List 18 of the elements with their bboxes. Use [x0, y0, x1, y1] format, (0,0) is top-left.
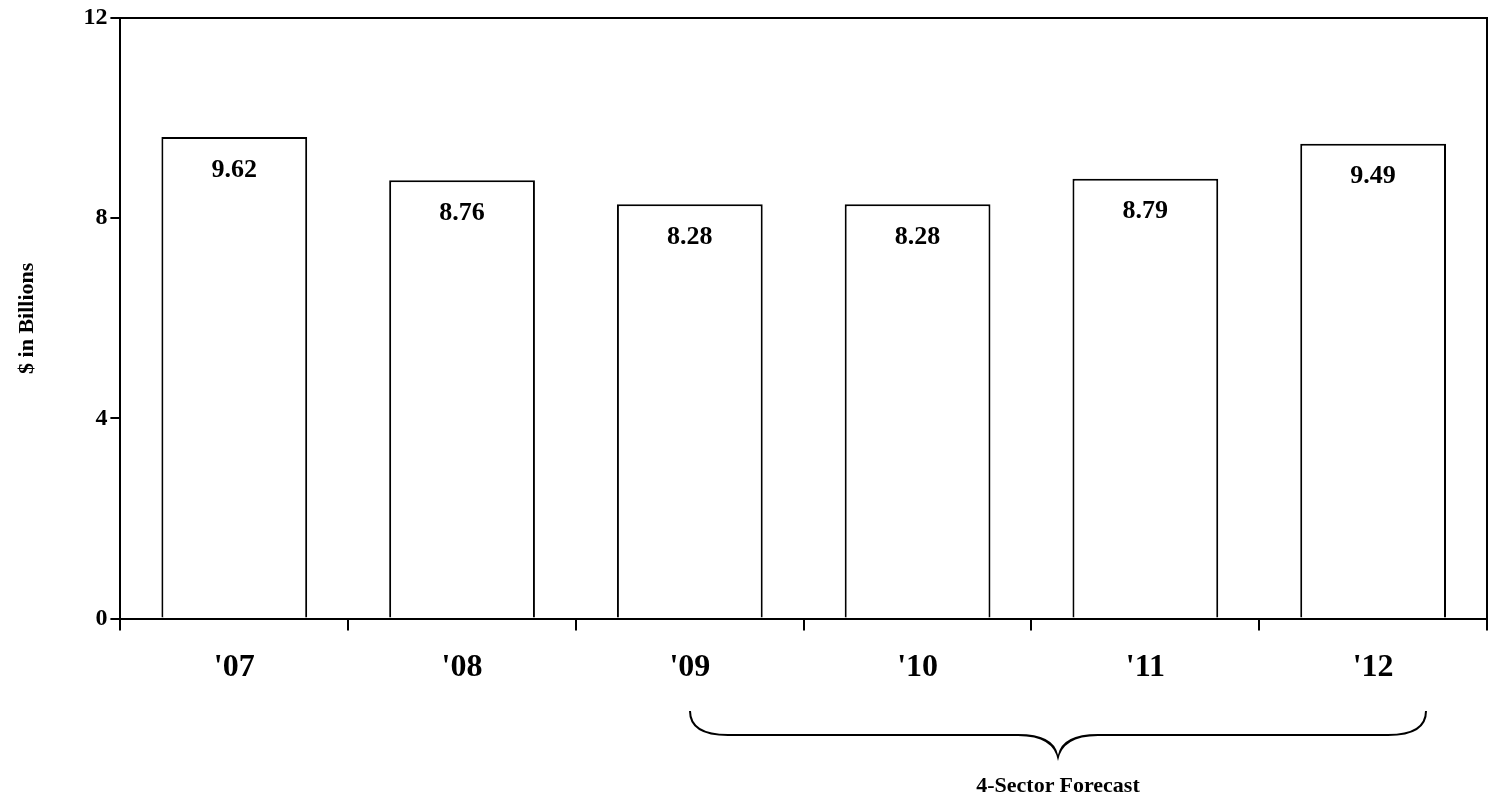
x-tick-label: '10	[897, 647, 939, 684]
data-label: 9.49	[1350, 160, 1396, 190]
y-tick-label: 0	[95, 603, 108, 630]
y-tick-label: 4	[95, 403, 108, 430]
data-label: 9.62	[211, 153, 258, 183]
x-tick-label: '12	[1352, 647, 1394, 684]
data-label: 8.28	[894, 220, 941, 250]
text: 4-Sector Forecast	[975, 772, 1141, 798]
x-tick-label: '09	[669, 647, 711, 684]
data-label: 8.28	[667, 220, 713, 250]
x-tick-label: '08	[441, 647, 483, 684]
data-label: 8.76	[439, 196, 485, 226]
x-tick-label: '11	[1125, 647, 1165, 684]
y-tick-label: 8	[95, 203, 108, 230]
data-label: 8.79	[1122, 195, 1169, 225]
x-tick-label: '07	[213, 647, 255, 684]
y-tick-label: 12	[83, 3, 108, 30]
y-axis-title: $ in Billions	[12, 262, 38, 374]
